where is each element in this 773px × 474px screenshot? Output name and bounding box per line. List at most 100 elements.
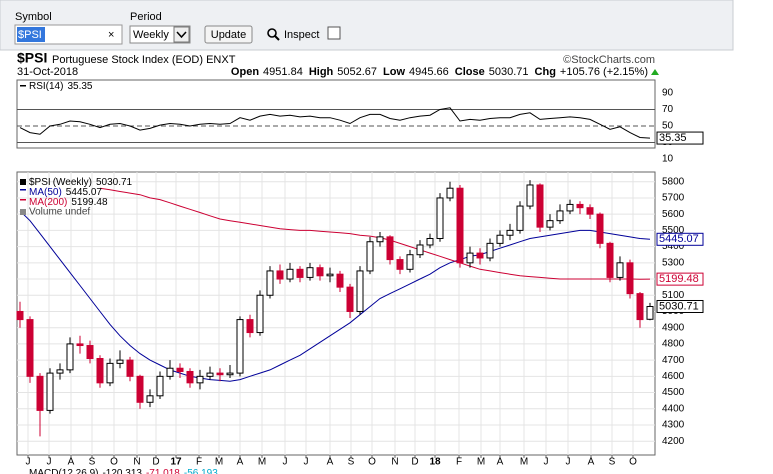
- legend-swatch: [20, 85, 26, 87]
- period-label: Period: [130, 11, 162, 23]
- value-box-label: 5445.07: [659, 233, 699, 245]
- x-tick-label: M: [215, 457, 223, 468]
- y-tick-label: 4800: [662, 339, 685, 350]
- y-tick-label: 50: [662, 121, 674, 132]
- candle-body: [386, 236, 394, 261]
- legend-value: 5199.48: [71, 197, 108, 208]
- y-tick-label: 5800: [662, 176, 685, 187]
- info-label: High: [309, 66, 334, 78]
- panel: [16, 171, 656, 456]
- rsi-line: [19, 107, 651, 139]
- legend-value: 5445.07: [66, 187, 103, 198]
- candle-body: [346, 286, 354, 312]
- x-tick-label: M: [520, 457, 528, 468]
- change-arrow: [651, 69, 659, 75]
- y-tick-label: 4700: [662, 355, 685, 366]
- candle-body: [616, 262, 624, 278]
- x-tick-label: M: [477, 457, 485, 468]
- candle-body: [186, 370, 194, 384]
- candle-body: [66, 343, 74, 371]
- candle-body: [446, 187, 454, 199]
- candle-body: [216, 372, 224, 376]
- x-tick-label: J: [26, 457, 31, 468]
- info-value: 4951.84: [263, 66, 303, 78]
- candle-body: [236, 319, 244, 374]
- candle-body: [486, 242, 494, 259]
- value-box: [656, 131, 704, 145]
- candle-body: [256, 294, 264, 334]
- candle-body: [76, 343, 84, 347]
- x-tick-label: J: [544, 457, 549, 468]
- info-value: 5052.67: [337, 66, 377, 78]
- legend-swatch: [20, 189, 26, 191]
- x-tick-label: A: [497, 457, 504, 468]
- x-tick-label: O: [110, 457, 118, 468]
- symbol-label: Symbol: [15, 11, 52, 23]
- candle-body: [566, 203, 574, 212]
- panel: [16, 79, 656, 149]
- x-tick-label: J: [283, 457, 288, 468]
- y-tick-label: 5500: [662, 225, 685, 236]
- candle-body: [16, 310, 24, 321]
- y-tick-label: 5600: [662, 209, 685, 220]
- candle-body: [526, 184, 534, 207]
- date: 31-Oct-2018: [17, 66, 78, 78]
- candle-body: [126, 359, 134, 377]
- inspect-label: Inspect: [284, 29, 319, 41]
- candle-body: [106, 362, 114, 384]
- candle-body: [56, 369, 64, 374]
- info-label: Low: [383, 66, 405, 78]
- candle-body: [156, 375, 164, 397]
- candle-body: [36, 375, 44, 411]
- candle-body: [436, 197, 444, 239]
- legend-entry: MA(200) 5199.48: [29, 197, 108, 208]
- candle-body: [166, 367, 174, 377]
- candle-body: [626, 262, 634, 295]
- legend-period: (Weekly): [53, 177, 92, 188]
- candle-body: [96, 358, 104, 384]
- y-tick-label: 5100: [662, 290, 685, 301]
- x-tick-label: 17: [170, 457, 182, 468]
- x-tick-label: F: [456, 457, 462, 468]
- magnifier-handle: [274, 35, 280, 41]
- y-tick-label: 4200: [662, 436, 685, 447]
- value-box-label: 5199.48: [659, 273, 699, 285]
- value-box-label: 35.35: [659, 132, 687, 144]
- info-label: Close: [455, 66, 485, 78]
- magnifier-icon: [267, 28, 277, 38]
- legend-entry: Volume undef: [29, 207, 90, 218]
- x-tick-label: A: [327, 457, 334, 468]
- info-label: Open: [231, 66, 259, 78]
- value-box-label: 5030.71: [659, 300, 699, 312]
- candle-body: [316, 267, 324, 277]
- candle-body: [286, 268, 294, 280]
- value-box: [656, 272, 704, 286]
- candle-body: [406, 254, 414, 270]
- update-button[interactable]: [204, 25, 253, 44]
- rsi-value: 35.35: [67, 81, 92, 92]
- candle-body: [596, 213, 604, 244]
- y-tick-label: 5700: [662, 193, 685, 204]
- symbol-value: $PSI: [18, 29, 42, 41]
- value-box: [656, 299, 704, 313]
- candle-body: [606, 242, 614, 278]
- x-tick-label: S: [89, 457, 96, 468]
- info-value: 5030.71: [489, 66, 529, 78]
- candle-body: [266, 270, 274, 296]
- x-tick-label: N: [133, 457, 140, 468]
- x-tick-label: 18: [429, 457, 441, 468]
- candle-body: [646, 305, 654, 320]
- candle-body: [466, 252, 474, 264]
- y-tick-label: 10: [662, 154, 674, 165]
- x-tick-label: M: [258, 457, 266, 468]
- legend-name: MA(50): [29, 187, 62, 198]
- inspect-checkbox[interactable]: [327, 26, 341, 40]
- candle-body: [366, 241, 374, 272]
- candle-body: [276, 270, 284, 280]
- selection: [17, 27, 45, 42]
- x-tick-label: F: [196, 457, 202, 468]
- macd-title: MACD(12,26,9): [29, 468, 98, 474]
- clear-button[interactable]: ×: [108, 29, 114, 41]
- candle-body: [86, 345, 94, 360]
